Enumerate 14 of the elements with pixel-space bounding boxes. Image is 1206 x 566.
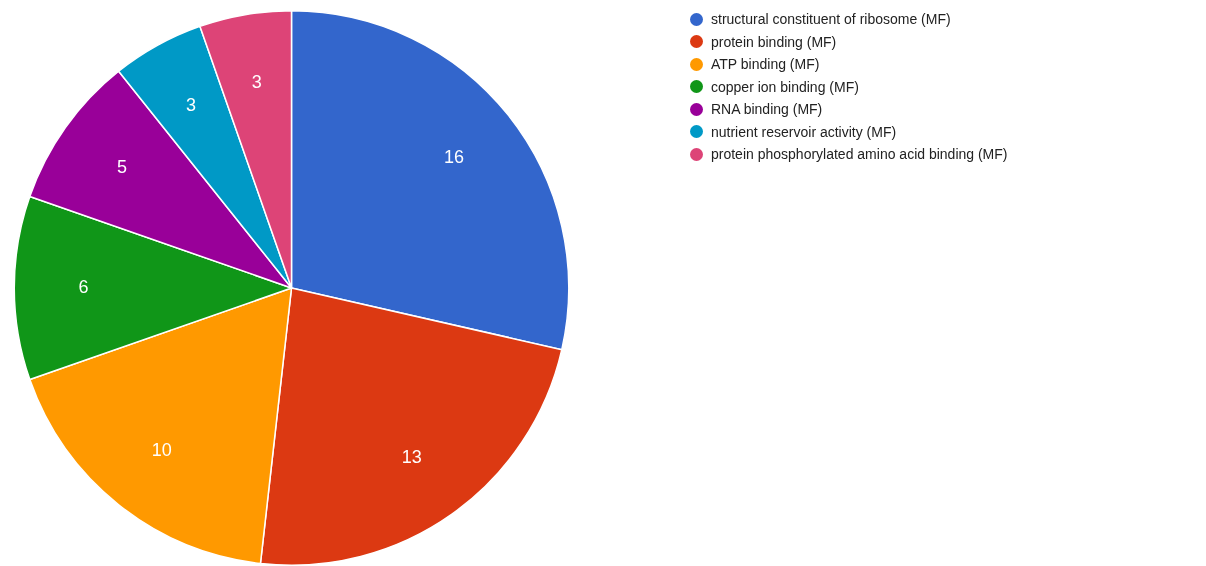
- legend-label: structural constituent of ribosome (MF): [711, 11, 951, 28]
- legend-label: ATP binding (MF): [711, 56, 820, 73]
- legend-label: protein binding (MF): [711, 33, 837, 50]
- data-label: 6: [78, 276, 89, 297]
- data-label: 3: [251, 71, 262, 92]
- data-label: 10: [151, 439, 172, 460]
- data-label: 5: [116, 156, 127, 177]
- legend-label: nutrient reservoir activity (MF): [711, 123, 897, 140]
- legend-label: copper ion binding (MF): [711, 78, 859, 95]
- data-label: 13: [401, 446, 422, 467]
- legend-label: protein phosphorylated amino acid binding (MF): [711, 146, 1008, 163]
- data-label: 16: [444, 147, 465, 168]
- legend-label: RNA binding (MF): [711, 101, 823, 118]
- data-label: 3: [185, 94, 196, 115]
